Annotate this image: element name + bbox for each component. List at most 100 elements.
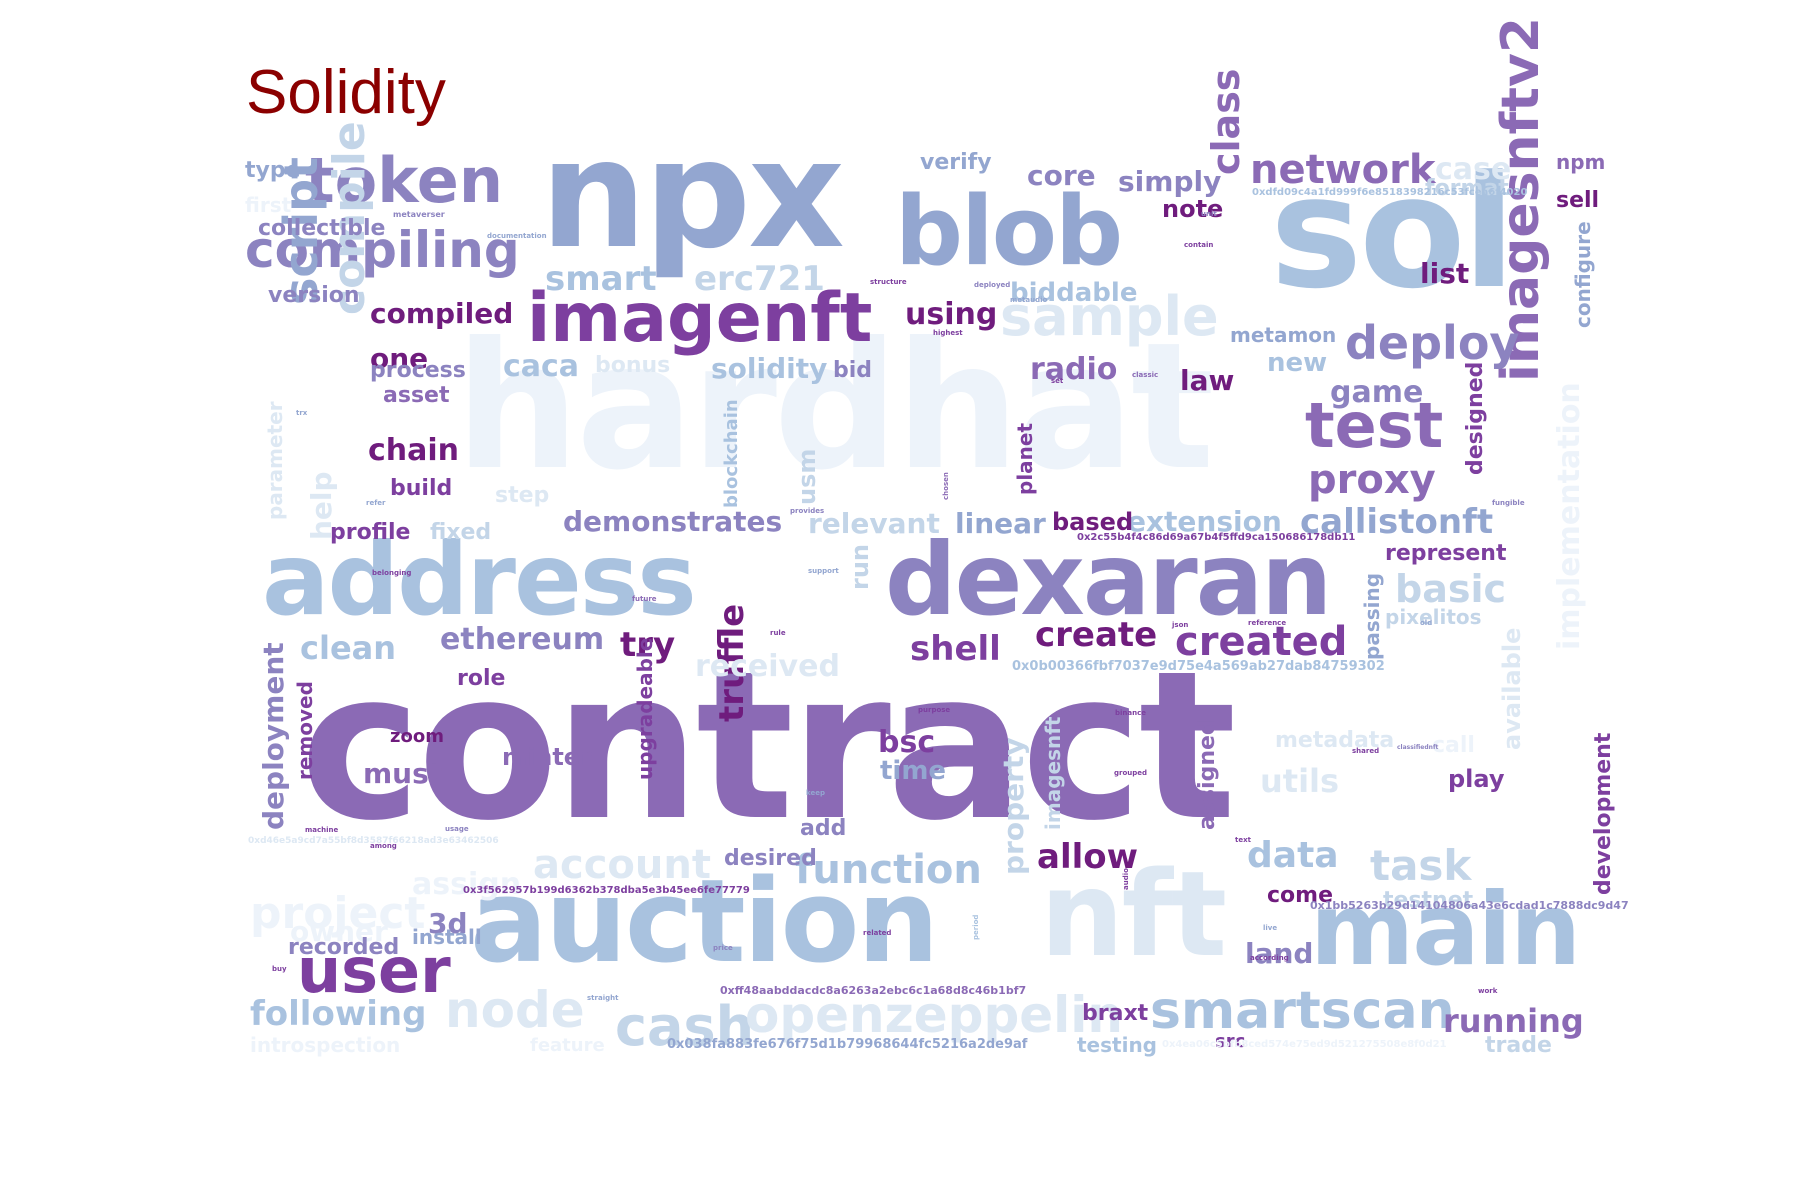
cloud-word: simply xyxy=(1118,165,1222,198)
cloud-word: future xyxy=(632,595,657,603)
cloud-word: testing xyxy=(1077,1033,1157,1057)
cloud-word: caca xyxy=(503,349,580,384)
cloud-word: first xyxy=(245,193,292,217)
cloud-word: come xyxy=(1267,883,1333,908)
cloud-word: land xyxy=(1245,937,1314,970)
cloud-word: npx xyxy=(540,108,845,282)
cloud-word: machine xyxy=(305,826,339,834)
cloud-word: zoom xyxy=(390,726,444,747)
cloud-word: type xyxy=(245,158,301,183)
cloud-word: shared xyxy=(1352,747,1380,755)
cloud-word: project xyxy=(250,888,426,939)
cloud-word: format xyxy=(1425,176,1509,201)
cloud-word: upgradeable xyxy=(633,637,657,780)
cloud-word: case xyxy=(1435,152,1512,187)
cloud-word: core xyxy=(1027,159,1096,192)
cloud-word: erc721 xyxy=(694,259,825,299)
cloud-word: reference xyxy=(1248,619,1287,627)
cloud-word: planet xyxy=(1013,422,1037,495)
cloud-word: desired xyxy=(724,846,817,871)
cloud-word: 0xff48aabddacdc8a6263a2ebc6c1a68d8c46b1b… xyxy=(720,984,1027,997)
cloud-word: classifiednft xyxy=(1397,744,1439,751)
cloud-word: proxy xyxy=(1308,457,1436,503)
cloud-word: usm xyxy=(793,448,821,505)
cloud-word: live xyxy=(1263,924,1278,932)
cloud-word: time xyxy=(880,756,947,786)
cloud-word: hardhat xyxy=(455,306,1215,509)
cloud-word: purpose xyxy=(918,706,951,714)
cloud-word: belonging xyxy=(372,569,412,577)
cloud-word: task xyxy=(1370,841,1472,890)
cloud-word: configure xyxy=(1571,221,1595,328)
cloud-word: chosen xyxy=(942,472,950,500)
cloud-word: 0x038fa883fe676f75d1b79968644fc5216a2de9… xyxy=(667,1037,1028,1052)
cloud-word: property xyxy=(997,737,1030,875)
cloud-word: demonstrates xyxy=(563,505,783,538)
cloud-word: compiling xyxy=(245,221,520,279)
cloud-word: period xyxy=(972,914,980,940)
cloud-word: unit xyxy=(1201,210,1217,218)
cloud-word: 0x0b00366fbf7037e9d75e4a569ab27dab847593… xyxy=(1012,659,1385,674)
cloud-word: removed xyxy=(293,681,317,780)
cloud-word: represent xyxy=(1385,541,1507,566)
cloud-word: fixed xyxy=(430,520,492,545)
cloud-word: network xyxy=(1250,147,1436,193)
cloud-word: openzeppelin xyxy=(745,986,1124,1044)
cloud-word: ethereum xyxy=(440,622,605,657)
cloud-word: main xyxy=(1310,871,1581,988)
cloud-word: account xyxy=(533,842,711,888)
cloud-word: fungible xyxy=(1492,499,1525,507)
cloud-word: clean xyxy=(300,629,397,667)
cloud-word: deployed xyxy=(974,281,1011,289)
cloud-word: dexaran xyxy=(885,521,1332,638)
cloud-word: json xyxy=(1172,621,1189,629)
cloud-word: user xyxy=(297,934,451,1007)
cloud-word: provides xyxy=(790,507,825,515)
cloud-word: process xyxy=(370,358,466,383)
cloud-word: shell xyxy=(910,629,1001,669)
cloud-word: cash xyxy=(615,995,755,1058)
cloud-word: verify xyxy=(920,150,992,175)
cloud-word: metaudio xyxy=(1010,296,1048,304)
cloud-word: play xyxy=(1448,765,1505,793)
cloud-word: node xyxy=(445,981,585,1039)
cloud-word: parameter xyxy=(263,401,287,520)
cloud-word: relevant xyxy=(808,507,940,540)
cloud-word: linear xyxy=(955,507,1046,540)
cloud-word: assigned xyxy=(1195,719,1220,830)
cloud-word: implementation xyxy=(1552,382,1587,650)
cloud-word: extension xyxy=(1127,505,1282,538)
cloud-word: work xyxy=(1478,987,1498,995)
cloud-word: classic xyxy=(1132,371,1159,379)
cloud-word: based xyxy=(1052,508,1134,536)
cloud-word: smartscan xyxy=(1150,981,1455,1041)
cloud-word: passing xyxy=(1360,572,1384,660)
cloud-word: law xyxy=(1180,364,1235,397)
cloud-word: 0x2c55b4f4c86d69a67b4f5ffd9ca150686178db… xyxy=(1077,532,1356,543)
cloud-word: game xyxy=(1330,375,1424,410)
cloud-word: contain xyxy=(1184,241,1214,249)
cloud-word: new xyxy=(1267,348,1328,378)
cloud-word: nft xyxy=(1040,845,1227,983)
cloud-word: 0x4ea06c5bfb8ced574e75ed9d521275508e8f0d… xyxy=(1162,1039,1447,1050)
cloud-word: keep xyxy=(806,789,825,797)
cloud-word: trx xyxy=(296,409,308,417)
cloud-word: note xyxy=(1162,195,1224,223)
cloud-word: created xyxy=(1175,619,1348,665)
cloud-word: braxt xyxy=(1082,1001,1149,1026)
cloud-word: npm xyxy=(1556,150,1606,174)
cloud-word: grouped xyxy=(1114,769,1148,777)
cloud-word: metadata xyxy=(1275,728,1395,753)
cloud-word: function xyxy=(795,847,982,893)
cloud-word: radio xyxy=(1030,352,1118,387)
cloud-word: feature xyxy=(530,1035,605,1056)
cloud-word: deploy xyxy=(1345,316,1520,370)
cloud-word: contract xyxy=(300,628,1237,866)
cloud-word: received xyxy=(695,649,840,684)
cloud-word: try xyxy=(620,625,676,665)
cloud-word: version xyxy=(268,283,360,308)
cloud-word: metaverser xyxy=(393,210,445,219)
cloud-word: rule xyxy=(770,629,786,637)
cloud-word: running xyxy=(1443,1002,1584,1040)
